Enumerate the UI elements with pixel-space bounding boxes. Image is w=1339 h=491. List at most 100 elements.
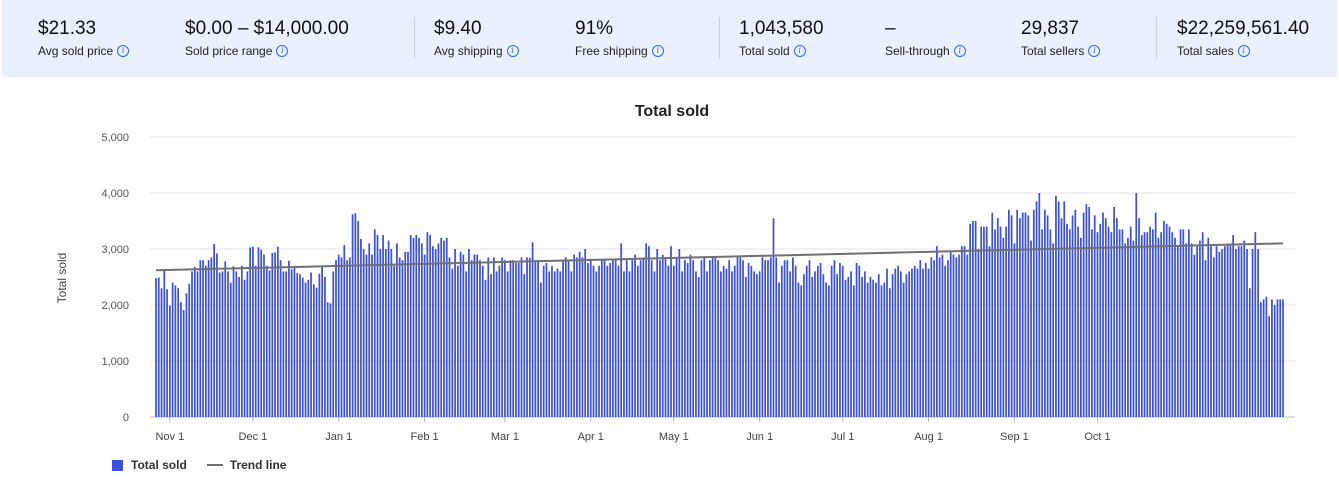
bar[interactable] <box>357 221 359 417</box>
bar[interactable] <box>456 265 459 417</box>
info-icon[interactable]: i <box>793 45 806 57</box>
bar[interactable] <box>443 240 445 417</box>
bar[interactable] <box>221 271 224 417</box>
bar[interactable] <box>368 243 371 417</box>
bar[interactable] <box>335 260 337 417</box>
bar[interactable] <box>1254 232 1257 417</box>
bar[interactable] <box>645 243 647 417</box>
bar[interactable] <box>1038 193 1041 417</box>
bar[interactable] <box>1171 232 1174 417</box>
bar[interactable] <box>872 279 875 417</box>
bar[interactable] <box>650 260 653 417</box>
bar[interactable] <box>1021 212 1024 417</box>
bar[interactable] <box>833 260 836 417</box>
bar[interactable] <box>346 260 348 417</box>
bar[interactable] <box>936 246 938 417</box>
bar[interactable] <box>822 274 825 417</box>
bar[interactable] <box>401 260 404 417</box>
bar[interactable] <box>321 265 323 417</box>
bar[interactable] <box>556 268 559 417</box>
bar[interactable] <box>476 254 479 417</box>
bar[interactable] <box>653 271 656 417</box>
bar[interactable] <box>257 247 260 417</box>
bar[interactable] <box>661 254 664 417</box>
bar[interactable] <box>708 260 711 417</box>
bar[interactable] <box>362 249 365 417</box>
bar[interactable] <box>628 271 631 417</box>
bar[interactable] <box>717 260 719 417</box>
bar[interactable] <box>722 265 725 417</box>
bar[interactable] <box>958 254 960 417</box>
bar[interactable] <box>1118 229 1121 417</box>
bar[interactable] <box>639 260 642 417</box>
bar[interactable] <box>941 254 944 417</box>
bar[interactable] <box>883 282 886 417</box>
bar[interactable] <box>274 252 276 417</box>
bar[interactable] <box>1132 240 1135 417</box>
bar[interactable] <box>1135 193 1138 417</box>
bar[interactable] <box>528 257 531 417</box>
bar[interactable] <box>576 257 578 417</box>
bar[interactable] <box>769 257 772 417</box>
bar[interactable] <box>1199 240 1201 417</box>
bar[interactable] <box>877 274 880 417</box>
bar[interactable] <box>307 279 310 417</box>
bar[interactable] <box>623 271 625 417</box>
bar[interactable] <box>1248 288 1251 417</box>
bar[interactable] <box>481 265 484 417</box>
bar[interactable] <box>1085 204 1088 417</box>
bar[interactable] <box>1279 299 1282 417</box>
bar[interactable] <box>379 249 382 417</box>
bar[interactable] <box>329 303 332 417</box>
bar[interactable] <box>1091 229 1093 417</box>
bar[interactable] <box>235 271 238 417</box>
bar[interactable] <box>886 268 888 417</box>
bar[interactable] <box>1060 218 1063 417</box>
bar[interactable] <box>852 285 855 417</box>
bar[interactable] <box>1121 229 1124 417</box>
bar[interactable] <box>780 265 783 417</box>
bar[interactable] <box>792 257 794 417</box>
bar[interactable] <box>343 245 346 417</box>
bar[interactable] <box>947 260 949 417</box>
bar[interactable] <box>1204 260 1207 417</box>
bar[interactable] <box>1024 212 1027 417</box>
bar[interactable] <box>578 251 581 417</box>
bar[interactable] <box>373 229 376 417</box>
bar[interactable] <box>930 257 933 417</box>
bar[interactable] <box>249 247 252 417</box>
bar[interactable] <box>415 235 418 417</box>
bar[interactable] <box>675 257 678 417</box>
bar[interactable] <box>720 271 722 417</box>
bar[interactable] <box>376 235 379 417</box>
bar[interactable] <box>1099 223 1102 417</box>
bar[interactable] <box>301 277 304 417</box>
bar[interactable] <box>470 260 473 417</box>
bar[interactable] <box>1077 226 1079 417</box>
bar[interactable] <box>999 226 1002 417</box>
bar[interactable] <box>1102 212 1104 417</box>
bar[interactable] <box>703 257 706 417</box>
bar[interactable] <box>603 260 606 417</box>
bar[interactable] <box>324 277 326 417</box>
bar[interactable] <box>988 246 991 417</box>
bar[interactable] <box>606 265 609 417</box>
bar[interactable] <box>1262 299 1265 417</box>
bar[interactable] <box>254 265 257 417</box>
bar[interactable] <box>1182 229 1185 417</box>
bar[interactable] <box>490 274 492 417</box>
bar[interactable] <box>1240 246 1243 417</box>
bar[interactable] <box>1027 215 1030 417</box>
bar[interactable] <box>747 263 750 417</box>
bar[interactable] <box>994 229 996 417</box>
bar[interactable] <box>348 257 351 417</box>
bar[interactable] <box>587 263 589 417</box>
bar[interactable] <box>570 271 573 417</box>
bar[interactable] <box>202 260 204 417</box>
bar[interactable] <box>160 288 163 417</box>
bar[interactable] <box>454 249 456 417</box>
bar[interactable] <box>1235 249 1237 417</box>
bar[interactable] <box>714 257 717 417</box>
bar[interactable] <box>983 226 985 417</box>
info-icon[interactable]: i <box>117 45 130 57</box>
